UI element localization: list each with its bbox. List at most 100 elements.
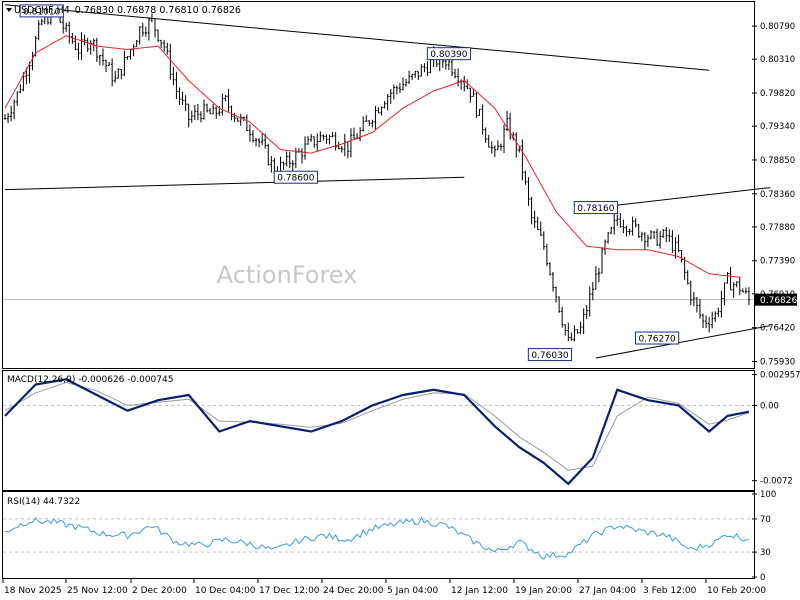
- price-bar: [328, 134, 331, 145]
- price-bar: [224, 94, 227, 102]
- price-bar: [80, 32, 83, 61]
- annotation-text: 0.78160: [577, 204, 614, 214]
- price-tick-label: 0.78850: [760, 156, 795, 166]
- rsi-title: RSI(14) 44.7322: [7, 497, 80, 507]
- price-bar: [233, 112, 236, 123]
- price-bar: [573, 325, 576, 342]
- price-bar: [3, 113, 7, 120]
- price-bar: [741, 288, 745, 293]
- price-bar: [456, 68, 460, 87]
- price-bar: [126, 56, 129, 60]
- price-bar: [643, 232, 647, 250]
- time-tick-label: 2 Dec 20:00: [132, 586, 187, 596]
- annotation-label: 0.76030: [527, 348, 573, 362]
- price-bar: [582, 308, 585, 335]
- price-bar: [202, 99, 206, 120]
- price-bar: [132, 44, 135, 57]
- price-bar: [493, 145, 497, 158]
- current-price-label: 0.76826: [760, 296, 797, 306]
- price-bar: [129, 49, 132, 60]
- price-bar: [349, 128, 353, 158]
- price-bar: [567, 322, 570, 342]
- time-tick-label: 10 Feb 20:00: [707, 586, 766, 596]
- price-bar: [398, 82, 402, 94]
- price-bar: [19, 84, 22, 94]
- price-bar: [521, 139, 524, 181]
- annotation-box: [634, 331, 680, 345]
- price-bar: [729, 266, 732, 291]
- price-bar: [337, 141, 340, 150]
- price-bar: [588, 286, 591, 317]
- price-bar: [153, 18, 157, 38]
- price-bar: [270, 156, 273, 173]
- macd-panel-frame: [2, 370, 755, 491]
- price-bar: [634, 218, 637, 228]
- price-bar: [205, 103, 209, 113]
- price-bar: [738, 276, 741, 296]
- macd-title: MACD(12,26,9) -0.000626 -0.000745: [7, 375, 173, 385]
- price-bar: [187, 103, 190, 128]
- price-bar: [257, 137, 261, 148]
- price-bar: [450, 58, 454, 77]
- price-bar: [156, 29, 160, 42]
- price-bar: [655, 228, 659, 246]
- current-price-marker: 0.76826: [755, 293, 797, 306]
- macd-signal-line: [4, 381, 750, 471]
- price-annotations: 0.81010 0.80390 0.78600 0.78160 0.76270 0.760…: [19, 4, 680, 362]
- price-bar: [169, 43, 172, 80]
- price-bar: [285, 151, 288, 167]
- price-bar: [104, 59, 108, 73]
- price-bar: [649, 230, 653, 240]
- price-bars: [3, 3, 751, 342]
- rsi-panel-frame: [2, 491, 755, 579]
- price-bar: [101, 48, 105, 66]
- price-bar: [303, 136, 307, 160]
- price-bar: [227, 88, 230, 112]
- price-bar: [190, 110, 193, 123]
- price-bar: [698, 298, 702, 319]
- price-bar: [579, 321, 582, 335]
- price-bar: [141, 23, 144, 37]
- annotation-text: 0.81010: [23, 7, 60, 17]
- price-tick-label: 0.79340: [760, 122, 795, 132]
- annotation-label: 0.81010: [19, 4, 64, 18]
- rsi-tick-label: 30: [760, 548, 771, 558]
- annotation-box: [426, 47, 472, 61]
- price-bar: [159, 39, 163, 49]
- price-bar: [340, 145, 343, 153]
- dropdown-arrow-icon[interactable]: [6, 8, 12, 12]
- price-bar: [114, 70, 117, 83]
- moving-average-line: [4, 35, 740, 278]
- macd-line: [4, 378, 750, 486]
- price-tick-label: 0.78360: [760, 190, 795, 200]
- price-tick-label: 0.77390: [760, 257, 795, 267]
- price-bar: [313, 136, 316, 148]
- price-bar: [365, 115, 368, 122]
- macd-axis: 0.002957 0.00 -0.0072: [752, 371, 800, 487]
- price-bar: [138, 26, 141, 45]
- time-tick-label: 18 Nov 2025: [4, 586, 62, 596]
- price-bar: [606, 232, 610, 244]
- price-bar: [178, 87, 181, 105]
- annotation-box: [273, 170, 318, 184]
- price-bar: [453, 68, 457, 79]
- price-bar: [539, 221, 542, 236]
- price-bar: [251, 130, 255, 143]
- price-bar: [12, 99, 16, 120]
- price-bar: [383, 101, 386, 109]
- price-bar: [322, 134, 325, 141]
- price-bar: [466, 79, 469, 89]
- price-bar: [245, 114, 249, 132]
- price-bar: [40, 18, 43, 26]
- price-bar: [172, 66, 175, 86]
- price-bar: [637, 224, 640, 238]
- price-bar: [334, 131, 337, 151]
- price-bar: [502, 124, 506, 153]
- price-bar: [395, 85, 399, 95]
- price-bar: [98, 54, 102, 66]
- price-bar: [16, 91, 19, 106]
- price-bar: [309, 133, 313, 142]
- rsi-tick-label: 70: [760, 515, 771, 525]
- annotation-box: [19, 4, 64, 18]
